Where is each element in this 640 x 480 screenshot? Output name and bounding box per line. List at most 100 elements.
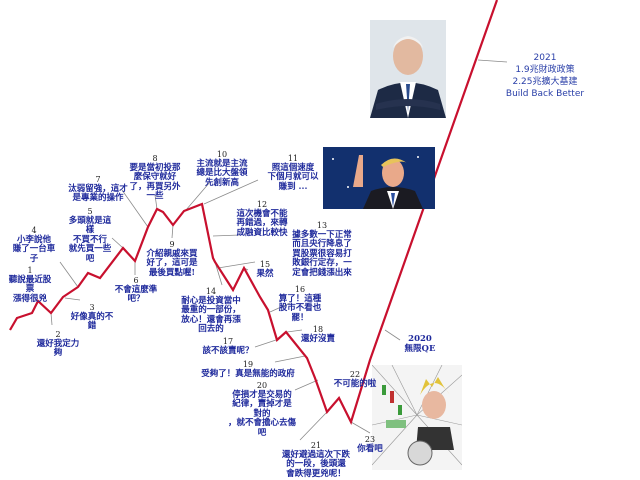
annotation-text: 還好避過這次下跌 [281,449,350,460]
annotation-number: 15 [259,260,271,269]
annotation-20: 20 停損才是交易的 紀律，賣掉才是 對的 ，就不會擔心去傷吧 [207,381,317,439]
event-year: 2020 [408,334,432,344]
annotation-text: 算了！這種 [278,293,322,304]
annotation-number: 2 [55,330,61,339]
annotation-text: 果然 [256,268,274,279]
annotation-text: 照這個速度 [271,162,315,173]
annotation-text: ，就不會擔心去傷 [227,418,296,429]
annotation-16: 16 算了！這種 股市不看也 罷！ [260,285,340,323]
annotation-text: 還好沒賣 [300,333,335,344]
annotation-text: 該不該賣呢？ [202,345,254,356]
leader-line [59,261,79,288]
annotation-text: 定會把錢漲出來 [292,267,352,278]
leader-line [50,312,53,326]
event-text: 1.9兆財政政策 [515,65,575,75]
annotation-12: 12 這次機會不能 再錯過，來轉 成融資比較快 [222,200,302,238]
annotation-text: 吧 [85,253,95,264]
annotation-text: 賺了一台車 [12,244,56,255]
leader-line [185,181,211,211]
annotation-text: 好了，這可是 [146,258,198,269]
annotation-text: 停損才是交易的 [232,389,292,400]
annotation-text: 就先買一些 [68,244,112,255]
annotation-2: 2 還好我定力夠 [18,330,98,359]
annotation-number: 1 [27,266,33,275]
annotation-7: 7 汰弱留強，這才 是專業的操作 [58,175,138,204]
annotation-text: 罷！ [291,312,309,323]
annotation-number: 10 [216,150,228,159]
annotation-3: 3 好像真的不錯 [52,303,132,332]
annotation-number: 3 [89,303,95,312]
annotation-text: 而且央行降息了 [292,239,352,250]
annotation-number: 8 [152,154,158,163]
annotation-number: 6 [133,276,139,285]
event-year: 2021 [533,53,557,63]
annotation-text: 不會這麼準 [114,284,158,295]
annotation-number: 7 [95,175,101,184]
annotation-number: 17 [222,337,234,346]
annotation-number: 14 [205,287,217,296]
annotation-15: 15 果然 [225,260,305,279]
annotation-text: 對的 [253,408,271,419]
event-2021-build-back-better: 2021 1.9兆財政政策 2.25兆擴大基建 Build Back Bette… [490,52,600,100]
annotation-text: 子 [29,253,39,264]
annotation-text: 吧 [257,427,267,438]
leader-line [350,421,371,434]
leader-line [212,234,241,237]
annotation-text: 買股票很容易打 [292,248,352,259]
annotation-18: 18 還好沒賣 [278,325,358,344]
price-line [9,0,499,425]
annotation-number: 9 [169,240,175,249]
leader-line [217,261,256,269]
annotation-21: 21 還好避過這次下跌 的一段，後頭還 會跌得更兇呢！ [261,441,371,479]
annotation-number: 12 [256,200,268,209]
leader-line [294,379,319,391]
event-2020-qe: 2020 無限QE [380,334,460,354]
annotation-22: 22 不可能的啦 [315,370,395,389]
annotation-text: 一些 [146,191,164,202]
annotation-number: 16 [294,285,306,294]
annotation-text: 紀律，賣掉才是 [232,399,292,410]
annotation-6: 6 不會這麼準 吧？ [96,276,176,305]
annotation-text: 是專業的操作 [72,193,124,204]
annotation-1: 1 聽說最近股票漲得很兇 [0,266,70,304]
annotation-text: 麼保守就好 [133,172,177,183]
annotation-4: 4 小李說他 賺了一台車子 [0,226,74,264]
annotation-number: 22 [349,370,361,379]
annotation-text: 主流就是主流 [196,158,248,169]
annotation-text: 的一段，後頭還 [286,459,346,470]
annotation-text: 漲得很兇 [12,293,47,304]
annotation-text: 不可能的啦 [333,378,377,389]
annotation-number: 18 [312,325,324,334]
annotation-text: 好像真的不 [70,311,114,322]
annotation-10: 10 主流就是主流 總是比大盤領 先創新高 [182,150,262,188]
annotation-number: 13 [316,221,328,230]
annotation-number: 19 [242,360,254,369]
annotation-text: 聽說最近股 [8,274,52,285]
annotation-text: 小李說他 [16,234,51,245]
annotation-text: 多頭就是這 [68,215,112,226]
annotation-19: 19 受夠了！真是無能的政府 [193,360,303,379]
annotation-8: 8 要是當初投那 麼保守就好 了，再買另外 一些 [115,154,195,202]
annotation-text: 成融資比較快 [236,227,288,238]
leader-line [171,224,174,239]
annotation-text: 你看吧 [357,443,383,454]
annotation-number: 4 [31,226,37,235]
annotation-text: 先創新高 [204,177,239,188]
annotation-14: 14 耐心是投資當中 最重的一部份， 放心！還會再漲 回去的 [171,287,251,335]
annotation-11: 11 照這個速度 下個月就可以 賺到 ... [253,154,333,192]
leader-line [121,189,149,228]
leader-line [274,355,306,363]
annotation-text: 敗銀行定存，一 [292,258,352,269]
annotation-text: 夠 [53,348,63,359]
annotation-text: 要是當初投那 [129,162,181,173]
money-meme-photo [372,365,462,470]
trump-photo [323,147,435,209]
annotation-text: 會跌得更兇呢！ [286,468,346,479]
biden-photo [370,20,446,118]
annotation-text: 介紹親戚來買 [146,248,198,259]
event-text: 無限QE [404,343,436,354]
leader-line [154,194,158,210]
annotation-text: 受夠了！真是無能的政府 [201,368,295,379]
leader-line [269,302,291,313]
